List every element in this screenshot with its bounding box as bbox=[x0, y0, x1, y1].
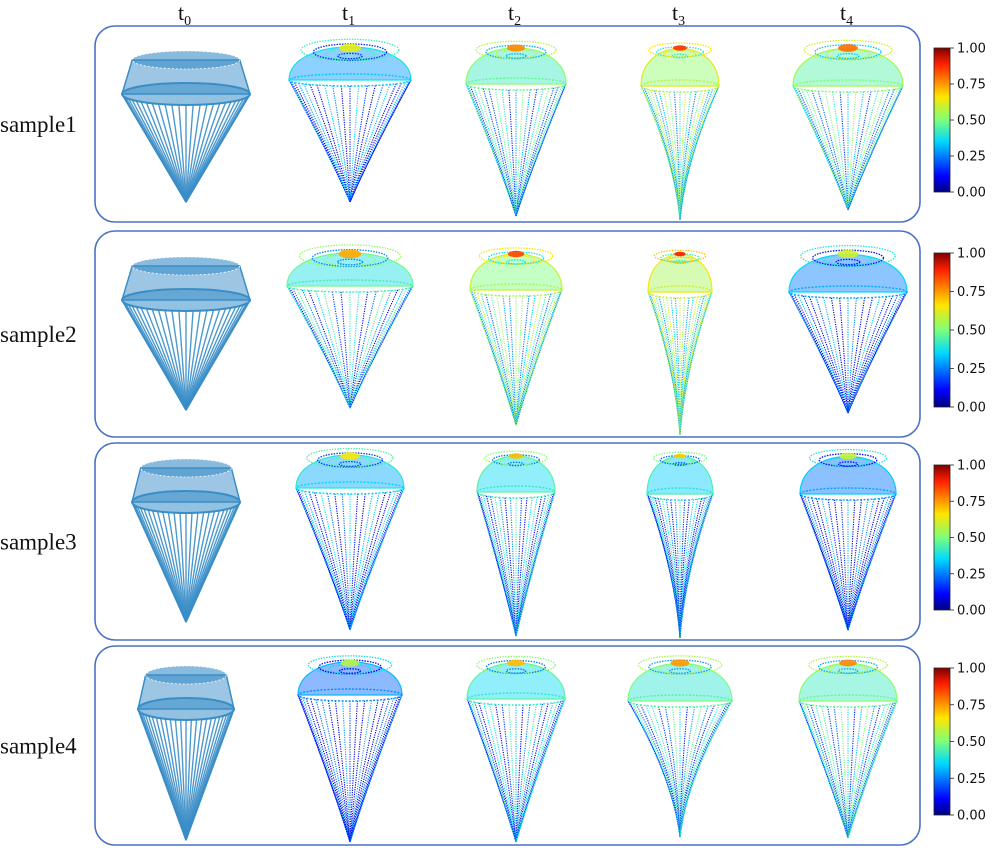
parachute-sample1-t4 bbox=[792, 39, 904, 211]
colorbar-tick: 0.50 bbox=[957, 531, 986, 546]
sample-row: sample2 1.00 0.75 0.50 0.25 0.00 bbox=[0, 230, 986, 438]
colorbar-tick: 0.00 bbox=[957, 809, 986, 824]
colorbar-tick: 0.25 bbox=[957, 567, 986, 582]
colorbar-tick: 0.75 bbox=[957, 285, 986, 300]
colorbar-tick: 1.00 bbox=[957, 247, 986, 262]
panel-frame bbox=[94, 25, 921, 223]
panel-frame bbox=[94, 230, 921, 438]
column-header-t0: t0 bbox=[178, 0, 191, 29]
parachute-sample3-t3 bbox=[646, 451, 714, 639]
parachute-sample4-t0 bbox=[137, 665, 235, 841]
colorbar-tick: 0.00 bbox=[957, 604, 986, 619]
colorbar-tick: 0.50 bbox=[957, 735, 986, 750]
colorbar-tick: 0.25 bbox=[957, 150, 986, 165]
parachute-sample3-t4 bbox=[799, 448, 897, 631]
parachute-sample1-t0 bbox=[120, 50, 252, 203]
parachute-sample2-t0 bbox=[120, 256, 252, 411]
column-header-t3: t3 bbox=[672, 0, 685, 29]
panel-frame bbox=[94, 645, 921, 846]
colorbar-gradient bbox=[933, 464, 951, 611]
colorbar-tick: 0.25 bbox=[957, 362, 986, 377]
colorbar-tick: 1.00 bbox=[957, 459, 986, 474]
parachute-sample1-t3 bbox=[640, 42, 720, 221]
row-label-sample4: sample4 bbox=[0, 734, 77, 759]
colorbar-tick: 0.75 bbox=[957, 495, 986, 510]
colorbar: 1.00 0.75 0.50 0.25 0.00 bbox=[933, 247, 986, 416]
parachute-sample4-t1 bbox=[297, 655, 403, 843]
parachute-sample4-t2 bbox=[466, 655, 566, 843]
parachute-sample4-t3 bbox=[627, 655, 733, 838]
colorbar: 1.00 0.75 0.50 0.25 0.00 bbox=[933, 42, 986, 201]
colorbar-tick: 0.75 bbox=[957, 78, 986, 93]
column-headers: t0 t1 t2 t3 t4 bbox=[178, 0, 853, 29]
colorbar-tick: 0.50 bbox=[957, 114, 986, 129]
colorbar-tick: 1.00 bbox=[957, 662, 986, 677]
parachute-sample2-t4 bbox=[788, 244, 908, 414]
parachute-sample2-t2 bbox=[469, 247, 563, 426]
colorbar-tick: 0.00 bbox=[957, 401, 986, 416]
colorbar-gradient bbox=[933, 47, 951, 193]
sample-row: sample4 1.00 0.75 0.50 0.25 0.00 bbox=[0, 645, 986, 846]
sample-row: sample1 1.00 0.75 0.50 0.25 0.00 bbox=[0, 25, 986, 223]
column-header-t1: t1 bbox=[342, 0, 355, 29]
colorbar-gradient bbox=[933, 252, 951, 408]
parachute-sample3-t0 bbox=[131, 458, 241, 623]
parachute-sample3-t1 bbox=[295, 447, 405, 631]
colorbar-tick: 0.50 bbox=[957, 324, 986, 339]
row-label-sample3: sample3 bbox=[0, 530, 77, 555]
colorbar: 1.00 0.75 0.50 0.25 0.00 bbox=[933, 459, 986, 619]
parachute-sample2-t3 bbox=[647, 249, 713, 436]
colorbar-tick: 0.25 bbox=[957, 772, 986, 787]
parachute-sample4-t4 bbox=[798, 655, 898, 839]
parachute-sample1-t2 bbox=[465, 40, 567, 217]
row-label-sample1: sample1 bbox=[0, 112, 77, 137]
colorbar-gradient bbox=[933, 667, 951, 816]
colorbar: 1.00 0.75 0.50 0.25 0.00 bbox=[933, 662, 986, 824]
parachute-sample2-t1 bbox=[286, 244, 414, 409]
parachute-sample3-t2 bbox=[476, 450, 556, 637]
colorbar-tick: 1.00 bbox=[957, 42, 986, 57]
column-header-t2: t2 bbox=[508, 0, 521, 29]
column-header-t4: t4 bbox=[840, 0, 853, 29]
colorbar-tick: 0.00 bbox=[957, 186, 986, 201]
colorbar-tick: 0.75 bbox=[957, 698, 986, 713]
sample-row: sample3 1.00 0.75 0.50 0.25 0.00 bbox=[0, 442, 986, 641]
row-label-sample2: sample2 bbox=[0, 322, 77, 347]
parachute-sample1-t1 bbox=[288, 38, 412, 203]
panel-frame bbox=[94, 442, 921, 641]
sample-rows: sample1 1.00 0.75 0.50 0.25 0.00 sample2 1.00 0.… bbox=[0, 25, 986, 846]
